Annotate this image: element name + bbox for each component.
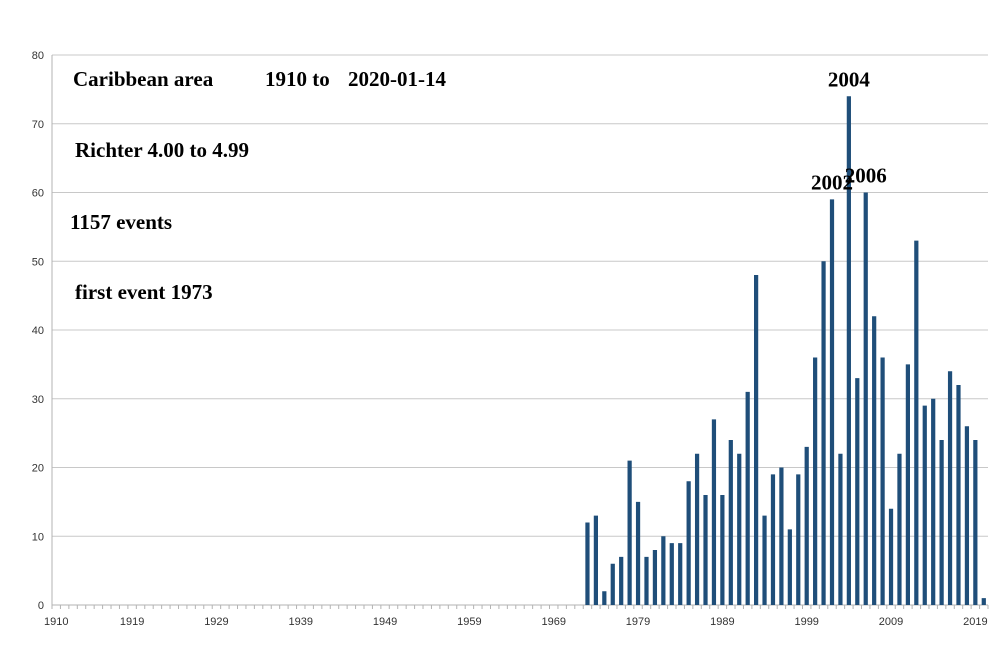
x-tick-label: 1919	[120, 616, 144, 628]
bar	[947, 371, 953, 605]
annotation-range-to: 2020-01-14	[348, 67, 446, 91]
bar	[922, 405, 927, 605]
bar	[863, 192, 868, 605]
y-tick-label: 30	[32, 394, 44, 406]
bar	[728, 440, 733, 605]
bar	[703, 495, 708, 605]
bar	[779, 467, 784, 605]
bars	[585, 96, 986, 605]
y-tick-label: 70	[32, 119, 44, 131]
gridlines	[52, 54, 988, 606]
bar	[694, 453, 700, 605]
peak-label: 2002	[811, 170, 853, 194]
x-tick-label: 1910	[44, 616, 68, 628]
bar	[661, 536, 666, 605]
bar	[619, 556, 624, 605]
bar	[838, 453, 843, 605]
annotation-first-event: first event 1973	[75, 280, 213, 304]
annotation-richter: Richter 4.00 to 4.99	[75, 138, 249, 162]
bar	[585, 522, 590, 605]
bar	[602, 591, 607, 605]
bar	[905, 364, 910, 605]
bar	[627, 460, 632, 605]
x-tick-label: 1959	[457, 616, 481, 628]
x-tick-label: 1989	[710, 616, 734, 628]
bar	[720, 495, 725, 605]
bar	[821, 261, 826, 605]
bar	[880, 357, 885, 605]
bar	[737, 453, 742, 605]
annotation-events: 1157 events	[70, 210, 172, 234]
bar	[635, 501, 641, 605]
peak-label: 2004	[828, 67, 871, 91]
y-tick-label: 20	[32, 463, 44, 475]
bar	[973, 440, 978, 605]
bar	[888, 508, 894, 605]
bar	[593, 515, 598, 605]
bar	[745, 391, 750, 605]
x-axis: 1910 1919 1929 1939 1949 1959 1969 1979 1989 1999…	[44, 605, 989, 628]
x-tick-label: 1979	[626, 616, 650, 628]
x-tick-label: 2019	[963, 616, 987, 628]
bar	[711, 419, 717, 605]
bar	[644, 556, 649, 605]
bar	[796, 474, 801, 605]
y-tick-label: 50	[32, 256, 44, 268]
y-tick-label: 10	[32, 531, 44, 543]
bar	[931, 398, 936, 605]
bar	[956, 385, 961, 605]
bar	[846, 96, 851, 605]
y-tick-label: 40	[32, 325, 44, 337]
bar	[855, 378, 860, 605]
bar	[686, 481, 691, 605]
bar	[914, 240, 919, 605]
bar	[678, 543, 683, 605]
bar	[804, 446, 809, 605]
x-tick-label: 1949	[373, 616, 397, 628]
x-tick-label: 2009	[879, 616, 903, 628]
bar	[939, 440, 944, 605]
peak-labels: 2002 2004 2006	[811, 67, 887, 194]
bar	[813, 357, 818, 605]
x-tick-label: 1929	[204, 616, 228, 628]
bar	[872, 316, 877, 605]
bar	[754, 275, 759, 605]
y-axis: 0 10 20 30 40 50 60 70 80	[32, 50, 53, 612]
bar	[829, 199, 835, 605]
y-tick-label: 80	[32, 50, 44, 62]
annotation-area: Caribbean area	[73, 67, 214, 91]
y-tick-label: 0	[38, 600, 44, 612]
bar	[610, 563, 615, 605]
x-tick-label: 1969	[541, 616, 565, 628]
bar	[787, 529, 792, 605]
x-tick-label: 1939	[289, 616, 313, 628]
bar	[762, 515, 767, 605]
x-tick-label: 1999	[794, 616, 818, 628]
peak-label: 2006	[845, 164, 887, 188]
bar	[897, 453, 902, 605]
bar	[652, 550, 658, 605]
bar	[770, 474, 776, 605]
bar	[669, 543, 674, 605]
bar	[964, 426, 970, 605]
bar	[981, 598, 986, 605]
annotation-range-from: 1910 to	[265, 67, 330, 91]
y-tick-label: 60	[32, 188, 44, 200]
